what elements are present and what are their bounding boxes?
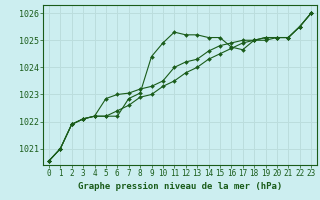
X-axis label: Graphe pression niveau de la mer (hPa): Graphe pression niveau de la mer (hPa) [78,182,282,191]
